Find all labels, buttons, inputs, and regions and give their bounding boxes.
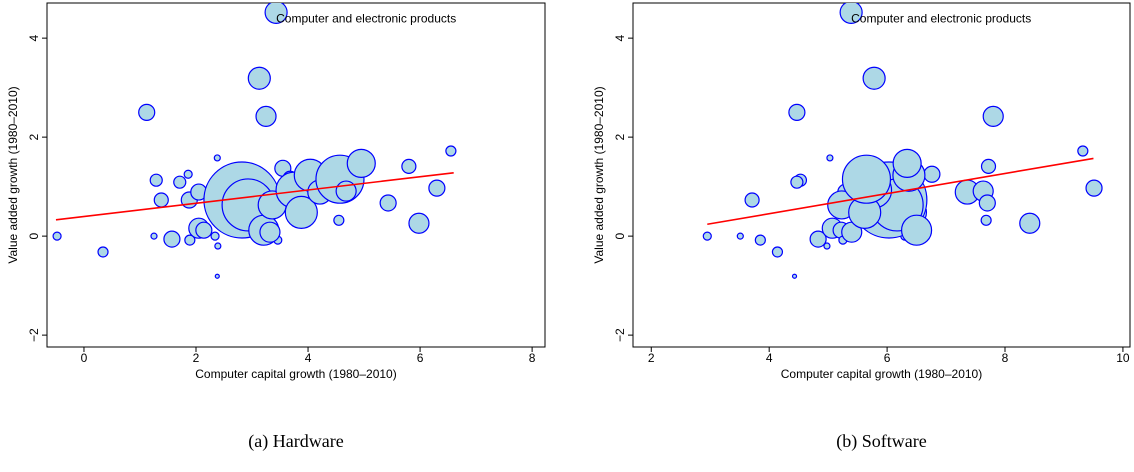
points — [52, 3, 457, 279]
bubble — [183, 169, 193, 179]
bubble — [892, 148, 922, 178]
bubble — [980, 214, 992, 226]
bubble — [790, 175, 804, 189]
panel: 2 4 6 8 10 −2 0 2 4 Computer capital growth (1980… — [592, 2, 1131, 452]
panel: 0 2 4 6 8 −2 0 2 4 Computer capital growth (1980–… — [6, 2, 546, 452]
y-tick-label: 2 — [27, 133, 41, 140]
x-tick-label: 10 — [1116, 351, 1130, 365]
bubble — [978, 194, 996, 212]
bubble — [791, 273, 798, 279]
bubble — [809, 230, 827, 248]
bubble — [401, 158, 417, 174]
bubble — [213, 154, 221, 162]
bubble — [702, 231, 712, 241]
caption: (a) Hardware — [248, 431, 343, 452]
bubble — [210, 231, 220, 241]
plot-frame — [632, 2, 1131, 348]
bubble — [1077, 145, 1089, 157]
x-tick-label: 0 — [81, 351, 88, 365]
bubble — [163, 230, 181, 248]
y-tick-label: −2 — [27, 328, 41, 342]
x-tick-label: 2 — [648, 351, 655, 365]
bubble — [428, 179, 446, 197]
bubble — [284, 195, 318, 229]
points — [702, 3, 1103, 279]
y-axis-label: Value added growth (1980–2010) — [592, 86, 606, 263]
bubble — [173, 175, 187, 189]
fit-line — [55, 171, 454, 221]
bubble — [150, 232, 158, 240]
bubble — [52, 231, 62, 241]
bubble — [445, 145, 457, 157]
bubble — [982, 105, 1004, 127]
bubble — [408, 212, 430, 234]
bubble — [788, 103, 806, 121]
fit-line — [707, 157, 1094, 226]
bubble — [771, 246, 784, 258]
bubble — [980, 158, 997, 174]
x-tick-label: 4 — [305, 351, 312, 365]
bubble — [379, 194, 397, 212]
x-tick-label: 2 — [193, 351, 200, 365]
bubble — [1019, 212, 1041, 234]
bubble — [214, 242, 222, 250]
bubble — [841, 154, 892, 204]
bubble — [214, 273, 220, 279]
bubble — [153, 192, 169, 208]
bubble — [826, 154, 834, 162]
y-tick-label: 0 — [27, 232, 41, 239]
bubble — [138, 103, 156, 121]
bubble — [264, 3, 288, 25]
annotation: Computer and electronic products — [276, 11, 456, 25]
bubble — [900, 214, 933, 246]
y-tick-label: 4 — [613, 34, 627, 41]
caption: (b) Software — [836, 431, 926, 452]
x-tick-label: 4 — [766, 351, 773, 365]
bubble — [255, 105, 277, 127]
x-axis-label: Computer capital growth (1980–2010) — [781, 367, 982, 381]
x-tick-label: 8 — [529, 351, 536, 365]
y-tick-label: 0 — [613, 232, 627, 239]
y-tick-label: 2 — [613, 133, 627, 140]
annotation: Computer and electronic products — [851, 11, 1031, 25]
bubble — [744, 192, 760, 208]
bubble — [754, 234, 766, 246]
y-tick-label: 4 — [27, 34, 41, 41]
bubble — [736, 232, 744, 240]
plot-frame — [46, 2, 546, 348]
x-tick-label: 6 — [884, 351, 891, 365]
bubble — [259, 221, 281, 243]
bubble — [923, 165, 941, 183]
bubble — [823, 242, 831, 250]
bubble — [195, 221, 213, 239]
x-tick-label: 8 — [1002, 351, 1009, 365]
bubble — [862, 66, 886, 90]
x-tick-label: 6 — [417, 351, 424, 365]
bubble — [1085, 179, 1103, 197]
bubble — [346, 148, 376, 178]
bubble — [149, 173, 163, 187]
bubble — [333, 214, 345, 226]
bubble — [247, 66, 271, 90]
bubble — [184, 234, 196, 246]
y-axis-label: Value added growth (1980–2010) — [6, 86, 20, 263]
x-axis-label: Computer capital growth (1980–2010) — [195, 367, 396, 381]
bubble — [839, 3, 863, 25]
y-tick-label: −2 — [613, 328, 627, 342]
bubble — [97, 246, 109, 258]
